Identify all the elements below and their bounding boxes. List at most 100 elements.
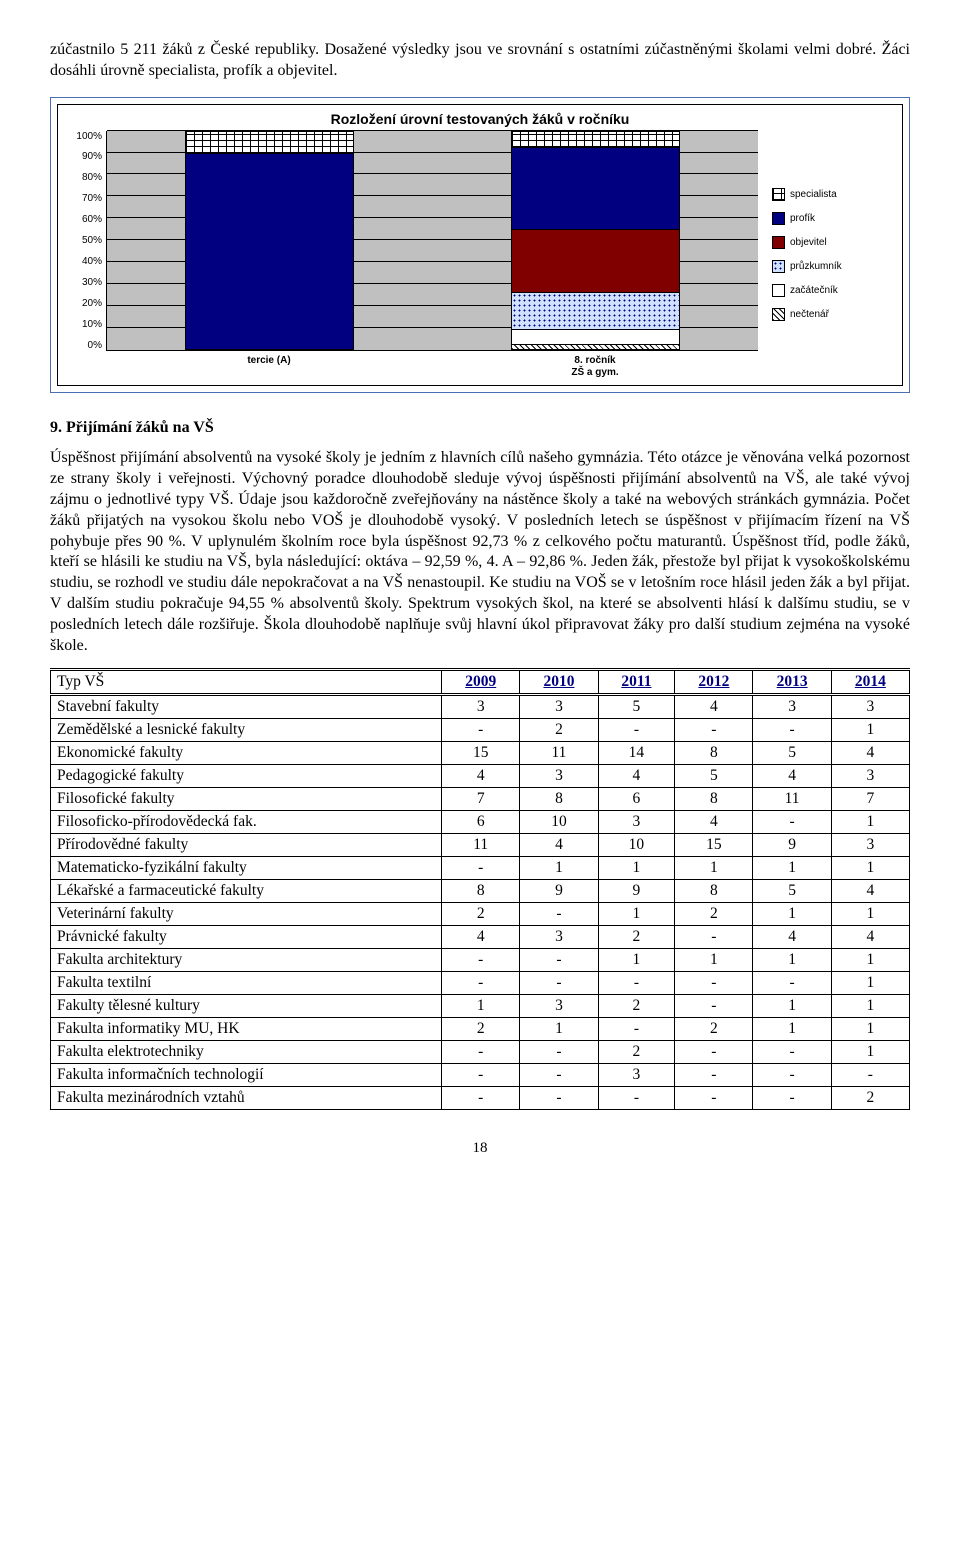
table-cell: 9 bbox=[753, 834, 831, 857]
table-cell: - bbox=[442, 949, 520, 972]
table-cell: 4 bbox=[753, 765, 831, 788]
table-row: Právnické fakulty432-44 bbox=[51, 926, 910, 949]
table-row: Fakulta architektury--1111 bbox=[51, 949, 910, 972]
y-tick-label: 40% bbox=[64, 256, 102, 267]
y-tick-label: 30% bbox=[64, 277, 102, 288]
table-cell: 1 bbox=[831, 949, 909, 972]
table-cell: 1 bbox=[831, 1018, 909, 1041]
table-cell: 1 bbox=[831, 719, 909, 742]
table-cell: - bbox=[675, 972, 753, 995]
table-cell: Lékařské a farmaceutické fakulty bbox=[51, 880, 442, 903]
table-cell: - bbox=[598, 1087, 675, 1110]
table-cell: 4 bbox=[831, 880, 909, 903]
table-row: Přírodovědné fakulty114101593 bbox=[51, 834, 910, 857]
table-cell: Fakulta elektrotechniky bbox=[51, 1041, 442, 1064]
table-cell: Filosoficko-přírodovědecká fak. bbox=[51, 811, 442, 834]
table-cell: - bbox=[442, 719, 520, 742]
table-cell: 1 bbox=[831, 903, 909, 926]
legend-swatch bbox=[772, 212, 785, 225]
table-cell: 3 bbox=[520, 926, 598, 949]
legend-swatch bbox=[772, 260, 785, 273]
table-row: Zemědělské a lesnické fakulty-2---1 bbox=[51, 719, 910, 742]
chart-container: Rozložení úrovní testovaných žáků v ročn… bbox=[50, 97, 910, 393]
chart-legend: specialistaprofíkobjevitelprůzkumníkzačá… bbox=[758, 131, 892, 379]
table-cell: 1 bbox=[831, 995, 909, 1018]
table-cell: Matematicko-fyzikální fakulty bbox=[51, 857, 442, 880]
table-cell: 5 bbox=[753, 742, 831, 765]
table-body: Stavební fakulty335433Zemědělské a lesni… bbox=[51, 695, 910, 1110]
y-tick-label: 10% bbox=[64, 319, 102, 330]
table-cell: 2 bbox=[598, 1041, 675, 1064]
chart-plot-area bbox=[106, 131, 758, 351]
table-cell: 6 bbox=[442, 811, 520, 834]
table-cell: 3 bbox=[831, 765, 909, 788]
legend-label: začátečník bbox=[790, 285, 838, 296]
table-cell: - bbox=[753, 1041, 831, 1064]
table-cell: 11 bbox=[442, 834, 520, 857]
table-cell: - bbox=[831, 1064, 909, 1087]
table-cell: - bbox=[753, 1064, 831, 1087]
table-row: Fakulta elektrotechniky--2--1 bbox=[51, 1041, 910, 1064]
table-cell: - bbox=[520, 972, 598, 995]
bar-segment bbox=[512, 147, 679, 229]
table-cell: - bbox=[442, 857, 520, 880]
table-row: Fakulta mezinárodních vztahů-----2 bbox=[51, 1087, 910, 1110]
section-title: Přijímání žáků na VŠ bbox=[66, 419, 214, 436]
table-row: Fakulty tělesné kultury132-11 bbox=[51, 995, 910, 1018]
legend-swatch bbox=[772, 188, 785, 201]
chart-bar bbox=[511, 131, 680, 350]
legend-item: specialista bbox=[772, 188, 892, 201]
table-cell: Pedagogické fakulty bbox=[51, 765, 442, 788]
y-tick-label: 90% bbox=[64, 151, 102, 162]
table-cell: - bbox=[753, 972, 831, 995]
table-cell: Fakulta informatiky MU, HK bbox=[51, 1018, 442, 1041]
table-cell: Ekonomické fakulty bbox=[51, 742, 442, 765]
x-tick-label: tercie (A) bbox=[106, 355, 432, 379]
table-cell: 1 bbox=[598, 903, 675, 926]
table-cell: 5 bbox=[675, 765, 753, 788]
legend-item: nečtenář bbox=[772, 308, 892, 321]
table-cell: - bbox=[442, 972, 520, 995]
table-row: Stavební fakulty335433 bbox=[51, 695, 910, 719]
table-row: Fakulta textilní-----1 bbox=[51, 972, 910, 995]
table-row: Fakulta informačních technologií--3--- bbox=[51, 1064, 910, 1087]
intro-paragraph: zúčastnilo 5 211 žáků z České republiky.… bbox=[50, 40, 910, 82]
legend-label: objevitel bbox=[790, 237, 827, 248]
table-cell: 1 bbox=[520, 857, 598, 880]
table-cell: - bbox=[520, 1041, 598, 1064]
table-cell: 4 bbox=[675, 695, 753, 719]
y-tick-label: 70% bbox=[64, 193, 102, 204]
legend-item: objevitel bbox=[772, 236, 892, 249]
table-header-cell: 2009 bbox=[442, 670, 520, 695]
table-cell: 2 bbox=[598, 995, 675, 1018]
table-cell: Stavební fakulty bbox=[51, 695, 442, 719]
legend-swatch bbox=[772, 308, 785, 321]
table-cell: 1 bbox=[598, 949, 675, 972]
table-cell: 2 bbox=[675, 1018, 753, 1041]
table-row: Pedagogické fakulty434543 bbox=[51, 765, 910, 788]
table-cell: 15 bbox=[442, 742, 520, 765]
table-cell: 1 bbox=[831, 1041, 909, 1064]
legend-swatch bbox=[772, 236, 785, 249]
table-cell: - bbox=[520, 903, 598, 926]
table-cell: Fakulta textilní bbox=[51, 972, 442, 995]
table-cell: Fakulty tělesné kultury bbox=[51, 995, 442, 1018]
y-tick-label: 80% bbox=[64, 172, 102, 183]
table-cell: Zemědělské a lesnické fakulty bbox=[51, 719, 442, 742]
table-cell: 4 bbox=[831, 742, 909, 765]
table-header-cell: Typ VŠ bbox=[51, 670, 442, 695]
table-cell: 9 bbox=[598, 880, 675, 903]
x-tick-label: 8. ročníkZŠ a gym. bbox=[432, 355, 758, 379]
table-cell: 2 bbox=[442, 903, 520, 926]
table-cell: 1 bbox=[831, 811, 909, 834]
table-cell: - bbox=[520, 1064, 598, 1087]
table-cell: - bbox=[598, 1018, 675, 1041]
bar-segment bbox=[186, 153, 353, 348]
table-cell: Fakulta architektury bbox=[51, 949, 442, 972]
table-cell: 1 bbox=[520, 1018, 598, 1041]
table-cell: 6 bbox=[598, 788, 675, 811]
table-cell: 2 bbox=[831, 1087, 909, 1110]
bar-segment bbox=[512, 329, 679, 344]
table-cell: 15 bbox=[675, 834, 753, 857]
table-cell: Právnické fakulty bbox=[51, 926, 442, 949]
